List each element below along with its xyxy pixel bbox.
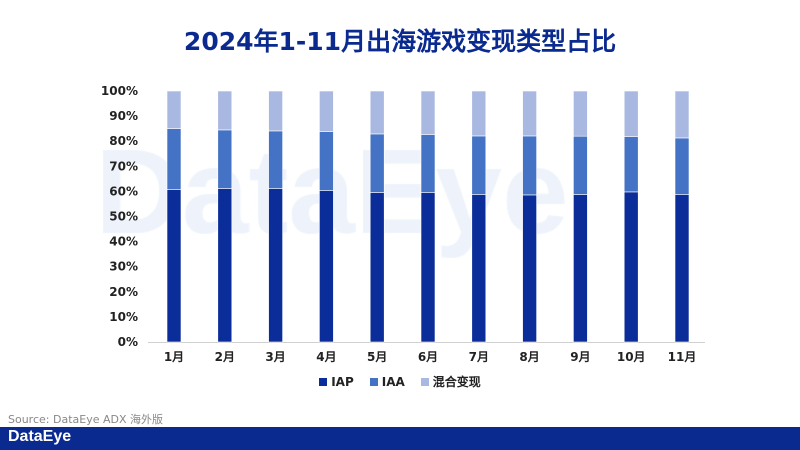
x-tick-label: 6月 [418,350,438,364]
x-tick-label: 3月 [265,350,285,364]
y-tick-label: 20% [109,285,138,299]
bar-segment-混合变现 [623,90,639,137]
x-tick-label: 10月 [617,350,646,364]
legend-item: 混合变现 [420,373,481,390]
legend-swatch [319,377,328,386]
y-tick-label: 0% [118,335,138,349]
bar-segment-IAP [319,190,334,343]
bar-segment-IAP [522,194,537,343]
x-tick-label: 1月 [164,350,184,364]
y-tick-label: 80% [109,134,138,148]
bar-segment-混合变现 [268,90,283,132]
x-tick-label: 9月 [570,350,590,364]
y-tick-label: 30% [109,260,138,274]
y-tick-label: 50% [109,210,138,224]
bar-segment-IAP [573,194,588,343]
bar-segment-IAA [420,134,436,193]
bar-segment-混合变现 [471,90,487,137]
bar-segment-IAP [369,192,385,343]
y-tick-label: 10% [109,310,138,324]
bar-segment-IAA [674,137,690,195]
x-tick-label: 11月 [668,350,697,364]
x-tick-label: 7月 [469,350,489,364]
bar-segment-IAP [674,194,690,343]
bar-segment-混合变现 [420,90,436,135]
bar-segment-IAA [573,135,588,195]
legend-item: IAA [369,373,405,390]
x-tick-label: 5月 [367,350,387,364]
y-tick-label: 70% [109,159,138,173]
bar-segment-IAP [217,188,233,343]
bar-segment-IAA [166,128,182,190]
bar-segment-IAA [319,131,334,191]
legend-item: IAP [319,373,354,390]
legend: IAP IAA 混合变现 [0,373,800,390]
bar-segment-IAP [623,191,639,343]
bar-segment-混合变现 [319,90,334,132]
legend-swatch [369,377,378,386]
bar-segment-IAA [471,135,487,195]
bar-segment-混合变现 [522,90,537,137]
bar-segment-IAP [268,188,283,343]
bar-segment-混合变现 [369,90,385,135]
bar-segment-混合变现 [674,90,690,139]
bar-segment-混合变现 [217,90,233,131]
legend-swatch [420,377,429,386]
bar-segment-IAA [522,135,537,196]
bar-segment-IAA [623,136,639,193]
bar-segment-混合变现 [573,90,588,137]
bar-segment-IAA [268,130,283,189]
footer-bar: DataEye [0,427,800,450]
x-tick-label: 2月 [215,350,235,364]
source-note: Source: DataEye ADX 海外版 [8,413,163,426]
bar-segment-IAP [166,189,182,343]
y-tick-label: 60% [109,184,138,198]
y-tick-label: 90% [109,109,138,123]
x-tick-label: 4月 [316,350,336,364]
legend-label: IAP [331,374,354,389]
x-tick-label: 8月 [519,350,539,364]
dataeye-logo: DataEye [8,428,72,445]
bar-segment-混合变现 [166,90,182,129]
y-tick-label: 100% [101,84,138,98]
chart-title: 2024年1-11月出海游戏变现类型占比 [183,27,617,56]
bar-segment-IAA [217,129,233,189]
bar-segment-IAP [471,194,487,343]
legend-label: 混合变现 [432,375,481,389]
legend-label: IAA [381,374,405,389]
bar-segment-IAA [369,133,385,193]
bar-segment-IAP [420,192,436,343]
y-tick-label: 40% [109,235,138,249]
